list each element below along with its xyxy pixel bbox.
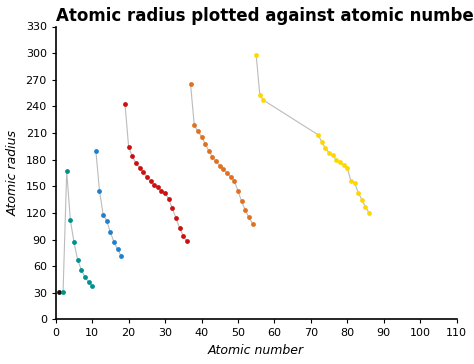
Point: [136, 165, 143, 171]
Point: [252, 52, 260, 58]
Point: [77, 267, 85, 273]
Point: [336, 159, 344, 165]
Point: [139, 169, 147, 175]
Point: [365, 210, 373, 216]
Point: [150, 182, 158, 187]
Point: [107, 230, 114, 236]
Text: Atomic radius plotted against atomic number: Atomic radius plotted against atomic num…: [56, 7, 474, 25]
Point: [118, 254, 125, 260]
Point: [321, 145, 329, 151]
Point: [201, 141, 209, 147]
Point: [172, 215, 180, 221]
Point: [358, 197, 365, 202]
Point: [194, 128, 201, 134]
Point: [205, 148, 213, 154]
Point: [143, 174, 151, 179]
Point: [132, 160, 140, 166]
Point: [161, 190, 169, 196]
Point: [333, 157, 340, 163]
Point: [180, 233, 187, 239]
Point: [169, 206, 176, 211]
Point: [344, 165, 351, 171]
Point: [347, 178, 355, 184]
Point: [329, 152, 337, 158]
X-axis label: Atomic number: Atomic number: [208, 344, 304, 357]
Point: [198, 134, 205, 139]
Point: [81, 274, 89, 280]
Point: [314, 132, 322, 138]
Point: [260, 97, 267, 103]
Point: [154, 184, 162, 190]
Point: [55, 289, 63, 295]
Point: [114, 246, 121, 252]
Point: [362, 204, 369, 210]
Point: [219, 166, 227, 172]
Y-axis label: Atomic radius: Atomic radius: [7, 130, 20, 216]
Point: [355, 190, 362, 195]
Point: [238, 198, 246, 204]
Point: [187, 81, 194, 87]
Point: [216, 163, 224, 169]
Point: [245, 214, 253, 220]
Point: [110, 239, 118, 245]
Point: [59, 289, 67, 295]
Point: [176, 225, 183, 231]
Point: [234, 188, 242, 194]
Point: [325, 150, 333, 155]
Point: [103, 218, 110, 224]
Point: [125, 145, 132, 150]
Point: [121, 101, 129, 107]
Point: [63, 168, 71, 174]
Point: [66, 217, 74, 223]
Point: [223, 170, 231, 176]
Point: [70, 239, 78, 245]
Point: [318, 139, 326, 145]
Point: [85, 279, 92, 285]
Point: [96, 188, 103, 194]
Point: [89, 283, 96, 289]
Point: [92, 148, 100, 154]
Point: [212, 159, 220, 165]
Point: [241, 207, 249, 213]
Point: [256, 92, 264, 98]
Point: [351, 180, 358, 186]
Point: [74, 257, 82, 263]
Point: [183, 238, 191, 244]
Point: [227, 174, 235, 179]
Point: [147, 178, 155, 184]
Point: [191, 122, 198, 128]
Point: [128, 153, 136, 159]
Point: [165, 196, 173, 202]
Point: [340, 162, 347, 168]
Point: [100, 212, 107, 218]
Point: [230, 178, 238, 184]
Point: [209, 154, 216, 160]
Point: [158, 188, 165, 194]
Point: [249, 221, 256, 226]
